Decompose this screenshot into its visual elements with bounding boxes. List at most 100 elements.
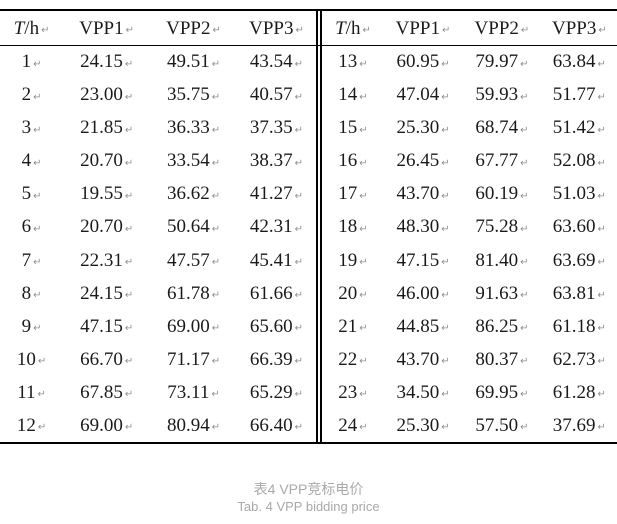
end-of-cell-mark-icon: ↵: [441, 91, 450, 103]
hour-cell: 8 ↵: [0, 277, 63, 310]
end-of-cell-mark-icon: ↵: [598, 25, 607, 36]
end-of-cell-mark-icon: ↵: [441, 422, 450, 434]
price-cell: 60.19 ↵: [462, 177, 542, 210]
end-of-cell-mark-icon: ↵: [359, 290, 368, 302]
end-of-cell-mark-icon: ↵: [211, 58, 221, 70]
price-cell: 61.18 ↵: [542, 310, 617, 343]
end-of-cell-mark-icon: ↵: [359, 58, 368, 70]
price-cell: 61.78 ↵: [150, 277, 237, 310]
end-of-cell-mark-icon: ↵: [211, 223, 221, 235]
end-of-cell-mark-icon: ↵: [597, 58, 606, 70]
cell-value: 47.04: [396, 84, 440, 106]
end-of-cell-mark-icon: ↵: [520, 422, 529, 434]
cell-value: 37.69: [552, 414, 596, 436]
column-header-hour: T/h ↵: [335, 17, 371, 39]
column-header-vpp3: VPP3 ↵: [551, 17, 607, 39]
price-cell: 62.73 ↵: [542, 343, 617, 376]
price-cell: 46.00 ↵: [384, 277, 462, 310]
hour-cell: 24 ↵: [322, 409, 384, 442]
end-of-cell-mark-icon: ↵: [294, 124, 304, 136]
hour-cell: 2 ↵: [0, 78, 63, 111]
cell-value: 36.33: [166, 117, 210, 139]
cell-value: 19.55: [80, 183, 123, 205]
column-header-hour: T/h ↵: [13, 17, 50, 39]
cell-value: 63.81: [552, 282, 596, 304]
end-of-cell-mark-icon: ↵: [211, 257, 221, 269]
end-of-cell-mark-icon: ↵: [442, 25, 451, 36]
cell-value: 11: [17, 381, 36, 403]
end-of-cell-mark-icon: ↵: [124, 257, 134, 269]
end-of-cell-mark-icon: ↵: [441, 157, 450, 169]
end-of-cell-mark-icon: ↵: [294, 58, 304, 70]
end-of-cell-mark-icon: ↵: [294, 91, 304, 103]
price-cell: 37.69 ↵: [542, 409, 617, 442]
price-cell: 80.94 ↵: [150, 409, 237, 442]
cell-value: 42.31: [249, 216, 293, 238]
cell-value: 16: [338, 150, 358, 172]
end-of-cell-mark-icon: ↵: [211, 389, 220, 401]
end-of-cell-mark-icon: ↵: [362, 25, 371, 36]
table-middle-double-border: [316, 11, 322, 442]
price-cell: 34.50 ↵: [384, 376, 462, 409]
price-cell: 45.41 ↵: [237, 243, 316, 276]
end-of-cell-mark-icon: ↵: [520, 290, 529, 302]
end-of-cell-mark-icon: ↵: [520, 323, 529, 335]
column-header-vpp3: VPP3 ↵: [249, 17, 304, 39]
cell-value: 61.28: [552, 381, 596, 403]
cell-value: 41.27: [249, 183, 293, 205]
end-of-cell-mark-icon: ↵: [295, 25, 304, 36]
end-of-cell-mark-icon: ↵: [520, 356, 529, 368]
price-cell: 51.77 ↵: [542, 78, 617, 111]
cell-value: 63.69: [552, 249, 596, 271]
cell-value: 25.30: [396, 117, 440, 139]
cell-value: 69.95: [475, 381, 519, 403]
cell-value: 63.84: [552, 51, 596, 73]
cell-value: 75.28: [475, 216, 519, 238]
price-cell: 60.95 ↵: [384, 45, 462, 78]
hour-cell: 17 ↵: [322, 177, 384, 210]
end-of-cell-mark-icon: ↵: [211, 190, 221, 202]
cell-value: 6: [21, 216, 32, 238]
cell-value: 61.18: [552, 315, 596, 337]
cell-value: 86.25: [475, 315, 519, 337]
price-cell: 51.03 ↵: [542, 177, 617, 210]
cell-value: 36.62: [166, 183, 210, 205]
cell-value: 81.40: [475, 249, 519, 271]
column-header-vpp2: VPP2 ↵: [166, 17, 221, 39]
end-of-cell-mark-icon: ↵: [520, 223, 529, 235]
bidding-price-table: T/h ↵ VPP1 ↵ VPP2 ↵ VPP3 ↵ 1 ↵ 24.15 ↵ 49.51 ↵ 43.54 ↵ 2…: [0, 9, 617, 444]
end-of-cell-mark-icon: ↵: [597, 257, 606, 269]
price-cell: 86.25 ↵: [462, 310, 542, 343]
price-cell: 22.31 ↵: [63, 243, 150, 276]
end-of-cell-mark-icon: ↵: [441, 323, 450, 335]
cell-value: 66.40: [249, 414, 293, 436]
hour-cell: 16 ↵: [322, 144, 384, 177]
price-cell: 80.37 ↵: [462, 343, 542, 376]
end-of-cell-mark-icon: ↵: [211, 157, 221, 169]
cell-value: 46.00: [396, 282, 440, 304]
cell-value: 18: [338, 216, 358, 238]
price-cell: 25.30 ↵: [384, 409, 462, 442]
cell-value: 47.15: [80, 315, 123, 337]
price-cell: 43.54 ↵: [237, 45, 316, 78]
hour-cell: 12 ↵: [0, 409, 63, 442]
end-of-cell-mark-icon: ↵: [294, 257, 304, 269]
price-cell: 24.15 ↵: [63, 277, 150, 310]
cell-value: 15: [338, 117, 358, 139]
hour-cell: 4 ↵: [0, 144, 63, 177]
cell-value: 8: [21, 282, 32, 304]
end-of-cell-mark-icon: ↵: [520, 58, 529, 70]
cell-value: 19: [338, 249, 358, 271]
price-cell: 43.70 ↵: [384, 343, 462, 376]
end-of-cell-mark-icon: ↵: [294, 157, 304, 169]
cell-value: 22: [338, 348, 358, 370]
end-of-cell-mark-icon: ↵: [520, 190, 529, 202]
price-cell: 48.30 ↵: [384, 210, 462, 243]
cell-value: 61.66: [249, 282, 293, 304]
cell-value: 69.00: [80, 414, 123, 436]
cell-value: 79.97: [475, 51, 519, 73]
cell-value: 51.77: [552, 84, 596, 106]
end-of-cell-mark-icon: ↵: [520, 257, 529, 269]
cell-value: 44.85: [396, 315, 440, 337]
end-of-cell-mark-icon: ↵: [33, 257, 42, 269]
